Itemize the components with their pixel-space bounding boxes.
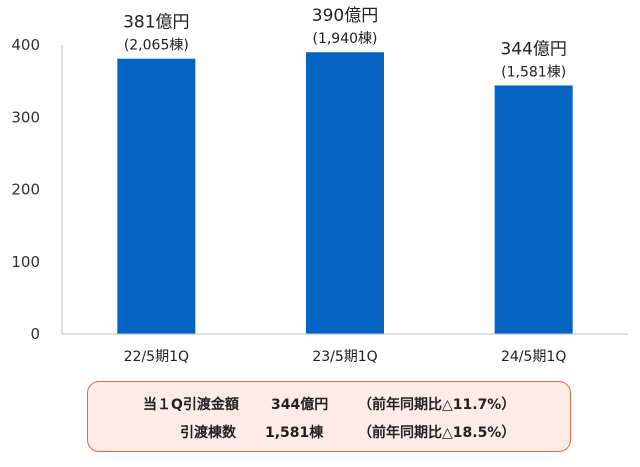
summary-amount-value: 344億円 <box>271 397 329 413</box>
x-tick-label: 23/5期1Q <box>312 349 377 365</box>
bar <box>494 85 573 335</box>
y-axis: 0 100 200 300 400 <box>11 36 63 343</box>
summary-amount-label: 当１Q引渡金額 <box>143 397 239 413</box>
summary-units-comparison: （前年同期比△18.5%） <box>358 425 516 441</box>
summary-amount-comparison: （前年同期比△11.7%） <box>358 397 516 413</box>
bars <box>117 52 573 335</box>
y-tick-label: 100 <box>11 253 40 271</box>
y-tick-label: 300 <box>11 108 40 126</box>
data-label-units: (2,065棟) <box>124 38 189 54</box>
summary-line-units: 引渡棟数 1,581棟 （前年同期比△18.5%） <box>88 423 570 443</box>
summary-units-label: 引渡棟数 <box>180 425 236 441</box>
summary-line-amount: 当１Q引渡金額 344億円 （前年同期比△11.7%） <box>88 395 570 415</box>
summary-box: 当１Q引渡金額 344億円 （前年同期比△11.7%） 引渡棟数 1,581棟 … <box>87 381 571 452</box>
x-tick-label: 24/5期1Q <box>501 349 566 365</box>
data-label-units: (1,581棟) <box>501 64 566 80</box>
y-tick-label: 200 <box>11 181 40 199</box>
bar <box>306 52 384 334</box>
data-label-value: 390億円 <box>312 6 378 26</box>
summary-units-value: 1,581棟 <box>265 425 324 441</box>
y-tick-label: 400 <box>11 36 40 54</box>
data-label-units: (1,940棟) <box>312 31 377 47</box>
y-tick-label: 0 <box>30 325 40 343</box>
x-axis: 22/5期1Q 23/5期1Q 24/5期1Q <box>62 333 628 365</box>
data-label-value: 344億円 <box>500 39 566 59</box>
data-label-value: 381億円 <box>123 13 189 33</box>
data-labels: 381億円 (2,065棟) 390億円 (1,940棟) 344億円 (1,581棟) <box>123 6 567 80</box>
x-tick-label: 22/5期1Q <box>124 349 189 365</box>
bar <box>117 58 196 334</box>
